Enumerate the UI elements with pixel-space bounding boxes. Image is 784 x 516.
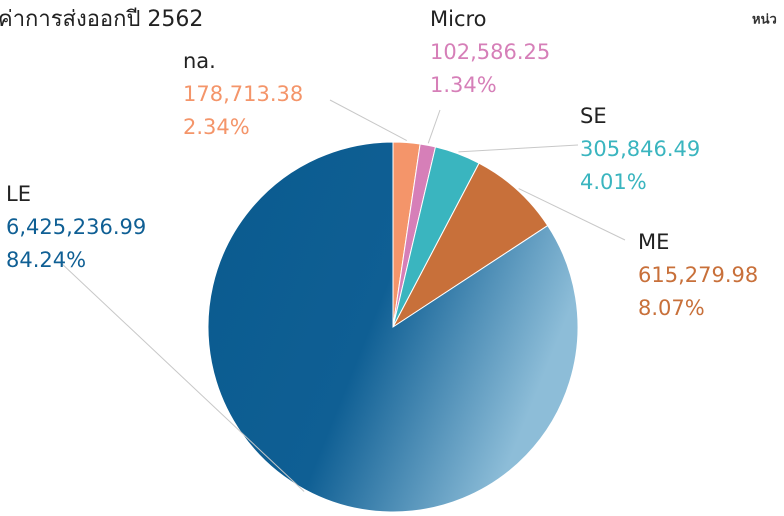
leader-line — [329, 99, 407, 141]
leader-line — [458, 144, 579, 153]
slice-value: 178,713.38 — [183, 82, 303, 106]
leader-line — [427, 109, 441, 144]
slice-percent: 84.24% — [6, 248, 86, 272]
slice-name: na. — [183, 49, 216, 73]
leader-line — [59, 261, 305, 492]
slice-percent: 4.01% — [580, 170, 647, 194]
slice-name: SE — [580, 104, 607, 128]
slice-percent: 2.34% — [183, 115, 250, 139]
slice-name: LE — [6, 182, 31, 206]
chart-title: มูลค่าการส่งออกปี 2562 — [0, 7, 203, 32]
pie-slice — [207, 141, 579, 513]
slice-value: 305,846.49 — [580, 137, 700, 161]
slice-name: Micro — [430, 7, 487, 31]
slice-name: ME — [638, 230, 669, 254]
slice-value: 6,425,236.99 — [6, 215, 146, 239]
slice-value: 615,279.98 — [638, 263, 758, 287]
pie-slice — [391, 162, 549, 329]
slice-value: 102,586.25 — [430, 40, 550, 64]
unit-note: หน่ว — [752, 13, 777, 28]
slice-percent: 8.07% — [638, 296, 705, 320]
leader-line — [518, 188, 626, 241]
slice-percent: 1.34% — [430, 73, 497, 97]
